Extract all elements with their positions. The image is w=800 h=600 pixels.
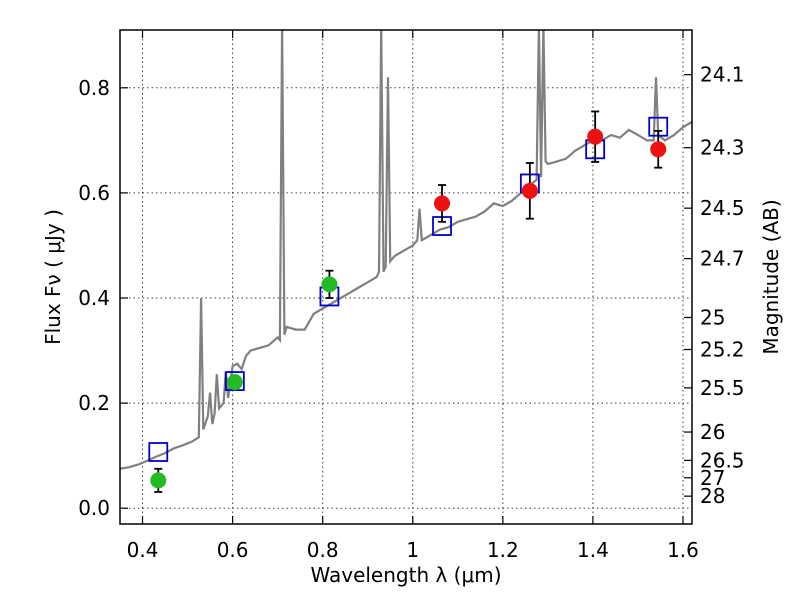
x-axis: 0.4 0.6 0.8 1 1.2 1.4 1.6 [127, 30, 699, 562]
green-point [150, 472, 167, 489]
x-tick-label: 1.6 [667, 538, 699, 562]
right-tick-label: 25.5 [700, 376, 745, 400]
right-tick-label: 26.5 [700, 448, 745, 472]
right-tick-label: 24.5 [700, 196, 745, 220]
right-tick-label: 28 [700, 484, 725, 508]
right-tick-label: 27 [700, 466, 725, 490]
plot-frame [119, 29, 693, 525]
grid [120, 30, 692, 524]
y-axis-label: Flux Fν ( μJy ) [41, 209, 65, 345]
right-tick-label: 26 [700, 420, 725, 444]
x-tick-label: 1.4 [577, 538, 609, 562]
green-point [321, 276, 338, 293]
y-tick-label: 0.0 [78, 496, 110, 520]
x-tick-label: 1 [406, 538, 419, 562]
y-axis-left: 0.0 0.2 0.4 0.6 0.8 [78, 76, 128, 520]
right-tick-label: 25 [700, 305, 725, 329]
y-axis-label-right: Magnitude (AB) [759, 199, 783, 354]
x-tick-label: 0.8 [307, 538, 339, 562]
red-point [434, 195, 451, 212]
right-tick-label: 24.7 [700, 247, 745, 271]
x-tick-label: 0.6 [217, 538, 249, 562]
red-markers [434, 128, 667, 212]
red-point [521, 182, 538, 199]
y-tick-label: 0.8 [78, 76, 110, 100]
right-tick-label: 24.3 [700, 136, 745, 160]
x-tick-label: 0.4 [127, 538, 159, 562]
y-tick-label: 0.4 [78, 286, 110, 310]
right-tick-label: 24.1 [700, 63, 745, 87]
green-point [226, 374, 243, 391]
green-markers [150, 276, 338, 489]
x-tick-label: 1.2 [487, 538, 519, 562]
plot-area [120, 30, 692, 493]
y-tick-label: 0.2 [78, 391, 110, 415]
right-tick-label: 25.2 [700, 338, 745, 362]
error-bars [154, 110, 663, 493]
spectrum-line [120, 30, 692, 470]
model-markers [148, 116, 669, 462]
red-point [587, 128, 604, 145]
model-square [148, 442, 169, 462]
red-point [650, 141, 667, 158]
y-tick-label: 0.6 [78, 181, 110, 205]
x-axis-label: Wavelength λ (μm) [310, 563, 501, 587]
